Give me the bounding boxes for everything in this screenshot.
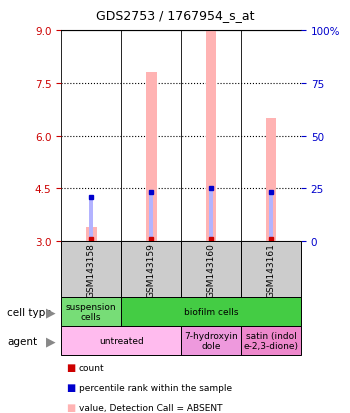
Bar — [121, 297, 301, 326]
Text: ■: ■ — [66, 382, 76, 392]
Text: GSM143159: GSM143159 — [147, 242, 156, 297]
Text: untreated: untreated — [99, 336, 144, 345]
Bar — [181, 242, 241, 297]
Text: value, Detection Call = ABSENT: value, Detection Call = ABSENT — [79, 403, 222, 412]
Bar — [241, 242, 301, 297]
Text: count: count — [79, 363, 104, 372]
Bar — [61, 297, 121, 326]
Bar — [209, 189, 213, 242]
Bar — [86, 228, 97, 242]
Text: GSM143161: GSM143161 — [267, 242, 275, 297]
Bar — [61, 326, 181, 355]
Bar — [269, 192, 273, 242]
Text: percentile rank within the sample: percentile rank within the sample — [79, 383, 232, 392]
Text: GSM143158: GSM143158 — [87, 242, 96, 297]
Bar — [146, 73, 156, 242]
Bar — [121, 242, 181, 297]
Text: ▶: ▶ — [46, 305, 56, 318]
Bar — [241, 326, 301, 355]
Bar — [89, 198, 93, 242]
Text: GSM143160: GSM143160 — [206, 242, 216, 297]
Text: 7-hydroxyin
dole: 7-hydroxyin dole — [184, 331, 238, 350]
Bar — [206, 31, 217, 242]
Bar — [181, 326, 241, 355]
Text: ▶: ▶ — [46, 334, 56, 347]
Bar — [266, 119, 276, 242]
Text: agent: agent — [7, 336, 37, 346]
Text: GDS2753 / 1767954_s_at: GDS2753 / 1767954_s_at — [96, 9, 254, 22]
Text: ■: ■ — [66, 363, 76, 373]
Text: biofilm cells: biofilm cells — [184, 307, 238, 316]
Text: cell type: cell type — [7, 307, 52, 317]
Text: ■: ■ — [66, 402, 76, 412]
Bar — [149, 192, 153, 242]
Text: satin (indol
e-2,3-dione): satin (indol e-2,3-dione) — [244, 331, 299, 350]
Text: suspension
cells: suspension cells — [66, 302, 117, 321]
Bar — [61, 242, 121, 297]
